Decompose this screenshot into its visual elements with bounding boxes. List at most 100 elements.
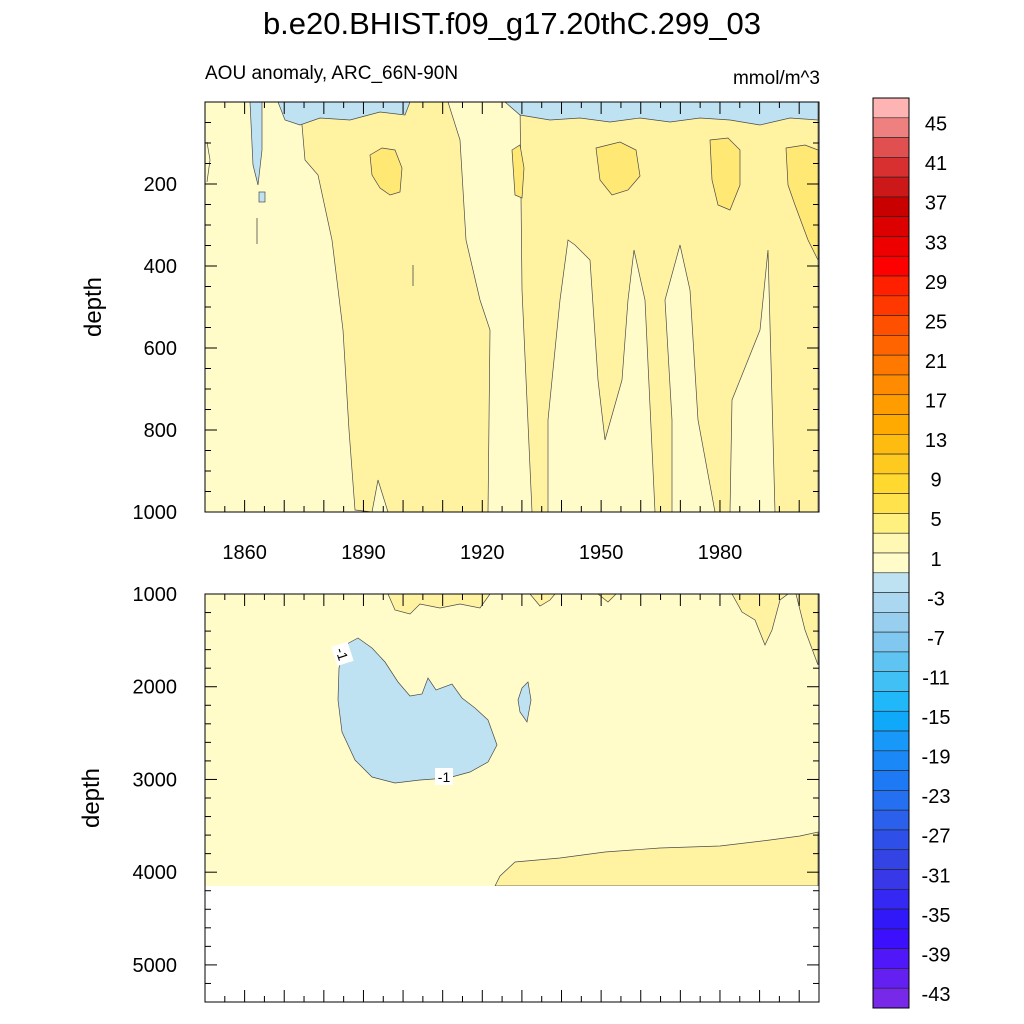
lower-region-3-5 <box>795 594 819 666</box>
y-tick-label: 3000 <box>133 769 178 791</box>
colorbar-swatch <box>872 928 910 949</box>
upper-region-neg <box>277 102 411 126</box>
colorbar-label: 37 <box>925 193 947 215</box>
lower-region-neg <box>517 681 532 723</box>
colorbar-swatch <box>872 532 910 554</box>
lower-region-3-5 <box>494 831 819 886</box>
colorbar-swatch <box>872 176 910 198</box>
colorbar-swatch <box>872 552 910 574</box>
colorbar-swatch <box>872 790 910 811</box>
contour-label-text: -1 <box>332 646 351 663</box>
x-tick-label: 1920 <box>460 542 505 564</box>
colorbar-label: 17 <box>925 391 947 413</box>
contour-label-text: -1 <box>438 769 451 785</box>
y-tick-label: 1000 <box>133 584 178 606</box>
colorbar-swatch <box>872 315 910 336</box>
y-tick-label: 1000 <box>133 502 178 524</box>
colorbar-label: -43 <box>922 984 951 1006</box>
y-tick-label: 600 <box>144 338 177 360</box>
lower-mask-nodata <box>205 886 819 1002</box>
upper-region-5-7 <box>369 147 403 196</box>
y-tick-label: 800 <box>144 420 177 442</box>
colorbar-frame <box>872 97 910 1009</box>
colorbar-label: 45 <box>925 114 947 136</box>
upper-region-5-7 <box>785 144 819 261</box>
colorbar-label: -23 <box>922 786 951 808</box>
colorbar-swatch <box>872 137 910 158</box>
colorbar-label: 9 <box>930 470 941 492</box>
colorbar: 45 41 37 33 29 25 21 17 13 9 5 1 -3 -7 -11 -15 -19 -23 -27… <box>872 97 951 1009</box>
upper-ylabel: depth <box>80 277 107 337</box>
colorbar-swatch <box>872 987 910 1009</box>
colorbar-swatch <box>872 651 910 672</box>
y-tick-label: 2000 <box>133 677 178 699</box>
lower-background-field <box>205 594 819 886</box>
x-tick-label: 1950 <box>579 542 624 564</box>
colorbar-swatch <box>872 592 910 613</box>
lower-ylabel: depth <box>78 768 105 828</box>
colorbar-swatch <box>872 196 910 217</box>
colorbar-label: 5 <box>930 509 941 531</box>
y-tick-label: 400 <box>144 256 177 278</box>
colorbar-label: 41 <box>925 153 947 175</box>
y-tick-label: 5000 <box>133 955 178 977</box>
colorbar-label: 21 <box>925 351 947 373</box>
colorbar-label: -27 <box>922 826 951 848</box>
upper-contour <box>206 141 211 183</box>
colorbar-swatch <box>872 157 910 178</box>
upper-region-neg <box>249 102 263 186</box>
upper-region-neg <box>258 191 266 203</box>
colorbar-swatch <box>872 889 910 910</box>
colorbar-swatch <box>872 869 910 890</box>
panel-subtitle: AOU anomaly, ARC_66N-90N <box>205 63 459 84</box>
colorbar-swatch <box>872 572 910 593</box>
upper-panel: 200 400 600 800 1000 1860 1890 1920 1950 1980 dep… <box>80 101 820 564</box>
colorbar-label: -31 <box>922 865 951 887</box>
x-tick-label: 1890 <box>341 542 386 564</box>
colorbar-swatch <box>872 117 910 138</box>
upper-region-3-5 <box>299 102 491 512</box>
colorbar-swatch <box>872 473 910 494</box>
colorbar-swatch <box>872 295 910 316</box>
colorbar-swatch <box>872 968 910 989</box>
upper-axes: 200 400 600 800 1000 1860 1890 1920 1950 1980 <box>133 101 820 564</box>
contour-label: -1 <box>331 641 354 666</box>
y-tick-label: 200 <box>144 174 177 196</box>
lower-region-3-5 <box>597 594 617 603</box>
colorbar-swatch <box>872 829 910 851</box>
colorbar-label: 25 <box>925 311 947 333</box>
lower-panel: 1000 2000 3000 4000 5000 -1 -1 depth <box>78 584 820 1003</box>
colorbar-swatch <box>872 691 910 712</box>
colorbar-swatch <box>872 908 910 930</box>
colorbar-label: -15 <box>922 707 951 729</box>
colorbar-label: -3 <box>927 588 945 610</box>
lower-region-3-5 <box>529 594 556 607</box>
lower-plot-area <box>205 594 819 886</box>
contour-label: -1 <box>435 768 453 785</box>
colorbar-swatch <box>872 394 910 415</box>
colorbar-swatch <box>872 374 910 396</box>
colorbar-swatch <box>872 216 910 237</box>
x-tick-label: 1860 <box>222 542 267 564</box>
y-tick-label: 4000 <box>133 862 178 884</box>
colorbar-swatch <box>872 354 910 376</box>
colorbar-swatch <box>872 770 910 791</box>
colorbar-swatch <box>872 513 910 534</box>
upper-region-5-7 <box>511 144 525 199</box>
x-tick-label: 1980 <box>698 542 743 564</box>
lower-axes: 1000 2000 3000 4000 5000 <box>133 584 820 1003</box>
colorbar-swatch <box>872 97 910 119</box>
colorbar-swatch <box>872 335 910 356</box>
lower-region-neg <box>337 637 498 784</box>
colorbar-swatch <box>872 493 910 514</box>
colorbar-swatch <box>872 730 910 752</box>
colorbar-label: 29 <box>925 272 947 294</box>
colorbar-swatch <box>872 275 910 297</box>
figure-title: b.e20.BHIST.f09_g17.20thC.299_03 <box>262 6 762 41</box>
colorbar-swatch <box>872 612 910 633</box>
colorbar-label: 1 <box>930 549 941 571</box>
colorbar-swatch <box>872 750 910 771</box>
upper-region-5-7 <box>709 137 741 211</box>
upper-region-5-7 <box>595 141 641 196</box>
colorbar-swatch <box>872 236 910 257</box>
